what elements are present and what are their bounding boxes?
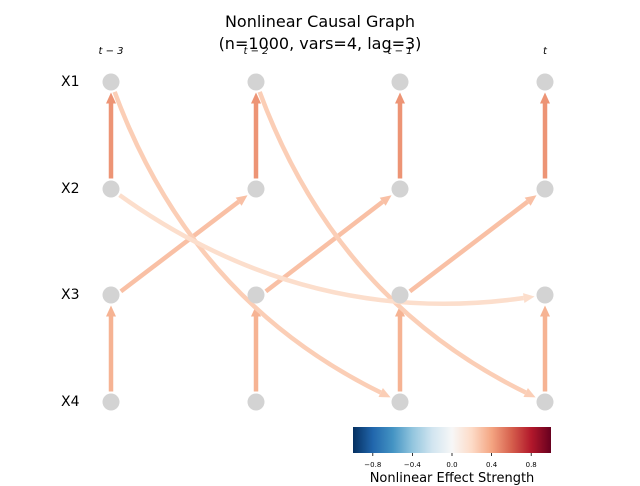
node-x2-lag-1	[247, 180, 265, 198]
edge-x2-1-to-x1-1	[251, 92, 261, 179]
edge-line	[264, 199, 385, 294]
colorbar	[353, 427, 551, 453]
figure-subtitle: (n=1000, vars=4, lag=3)	[218, 34, 422, 53]
edge-arrowhead	[395, 92, 405, 104]
edge-arrowhead	[540, 92, 550, 104]
colorbar-tick-label: 0.0	[446, 461, 458, 469]
variable-label-x3: X3	[61, 287, 80, 303]
node-layer	[102, 73, 554, 411]
time-label-t-1: t − 1	[387, 46, 413, 57]
edge-arrowhead	[378, 388, 391, 398]
node-x1-lag-2	[391, 73, 409, 91]
edge-x4-1-to-x3-1	[251, 305, 261, 392]
edge-line	[112, 91, 382, 395]
edge-arrowhead	[251, 92, 261, 104]
edge-x3-0-to-x2-1	[119, 195, 248, 294]
node-x3-lag-3	[536, 286, 554, 304]
edge-line	[119, 199, 241, 294]
node-x4-lag-2	[391, 393, 409, 411]
colorbar-tick-label: −0.8	[364, 461, 382, 469]
edge-line	[118, 193, 525, 307]
variable-label-x1: X1	[61, 74, 80, 90]
edge-arrowhead	[379, 195, 392, 206]
time-label-t: t	[543, 46, 547, 57]
node-x2-lag-0	[102, 180, 120, 198]
edge-x4-0-to-x3-0	[106, 305, 116, 392]
node-x1-lag-0	[102, 73, 120, 91]
edge-x2-0-to-x3-3	[118, 193, 535, 307]
node-x4-lag-1	[247, 393, 265, 411]
node-x3-lag-0	[102, 286, 120, 304]
node-x4-lag-0	[102, 393, 120, 411]
time-label-t-3: t − 3	[98, 46, 124, 57]
colorbar-label: Nonlinear Effect Strength	[369, 471, 535, 486]
node-x2-lag-2	[391, 180, 409, 198]
edge-x2-2-to-x1-2	[395, 92, 405, 179]
edge-x2-3-to-x1-3	[540, 92, 550, 179]
node-x3-lag-2	[391, 286, 409, 304]
edge-x1-0-to-x4-2	[112, 91, 391, 398]
figure-title: Nonlinear Causal Graph	[224, 12, 416, 31]
edge-arrowhead	[106, 92, 116, 104]
node-x1-lag-1	[247, 73, 265, 91]
edge-x3-1-to-x2-2	[264, 195, 392, 294]
colorbar-tick-label: 0.8	[525, 461, 537, 469]
node-x2-lag-3	[536, 180, 554, 198]
edge-arrowhead	[106, 305, 116, 317]
edge-x4-3-to-x3-3	[540, 305, 550, 392]
node-x1-lag-3	[536, 73, 554, 91]
edge-x1-1-to-x4-3	[257, 91, 536, 398]
edge-line	[257, 91, 527, 395]
edge-x3-2-to-x2-3	[408, 195, 537, 294]
node-x3-lag-1	[247, 286, 265, 304]
edge-x2-0-to-x1-0	[106, 92, 116, 179]
edge-arrowhead	[235, 195, 248, 206]
edge-arrowhead	[523, 388, 536, 398]
node-x4-lag-3	[536, 393, 554, 411]
time-label-t-2: t − 2	[243, 46, 269, 57]
edge-x4-2-to-x3-2	[395, 305, 405, 392]
edge-arrowhead	[540, 305, 550, 317]
colorbar-tick-label: −0.4	[403, 461, 421, 469]
edge-arrowhead	[523, 293, 535, 303]
colorbar-tick-label: 0.4	[486, 461, 498, 469]
edge-arrowhead	[524, 195, 537, 206]
variable-label-x2: X2	[61, 181, 80, 197]
variable-label-x4: X4	[61, 394, 80, 410]
edge-arrowhead	[395, 305, 405, 317]
edge-layer	[106, 91, 550, 398]
edge-line	[408, 199, 530, 294]
